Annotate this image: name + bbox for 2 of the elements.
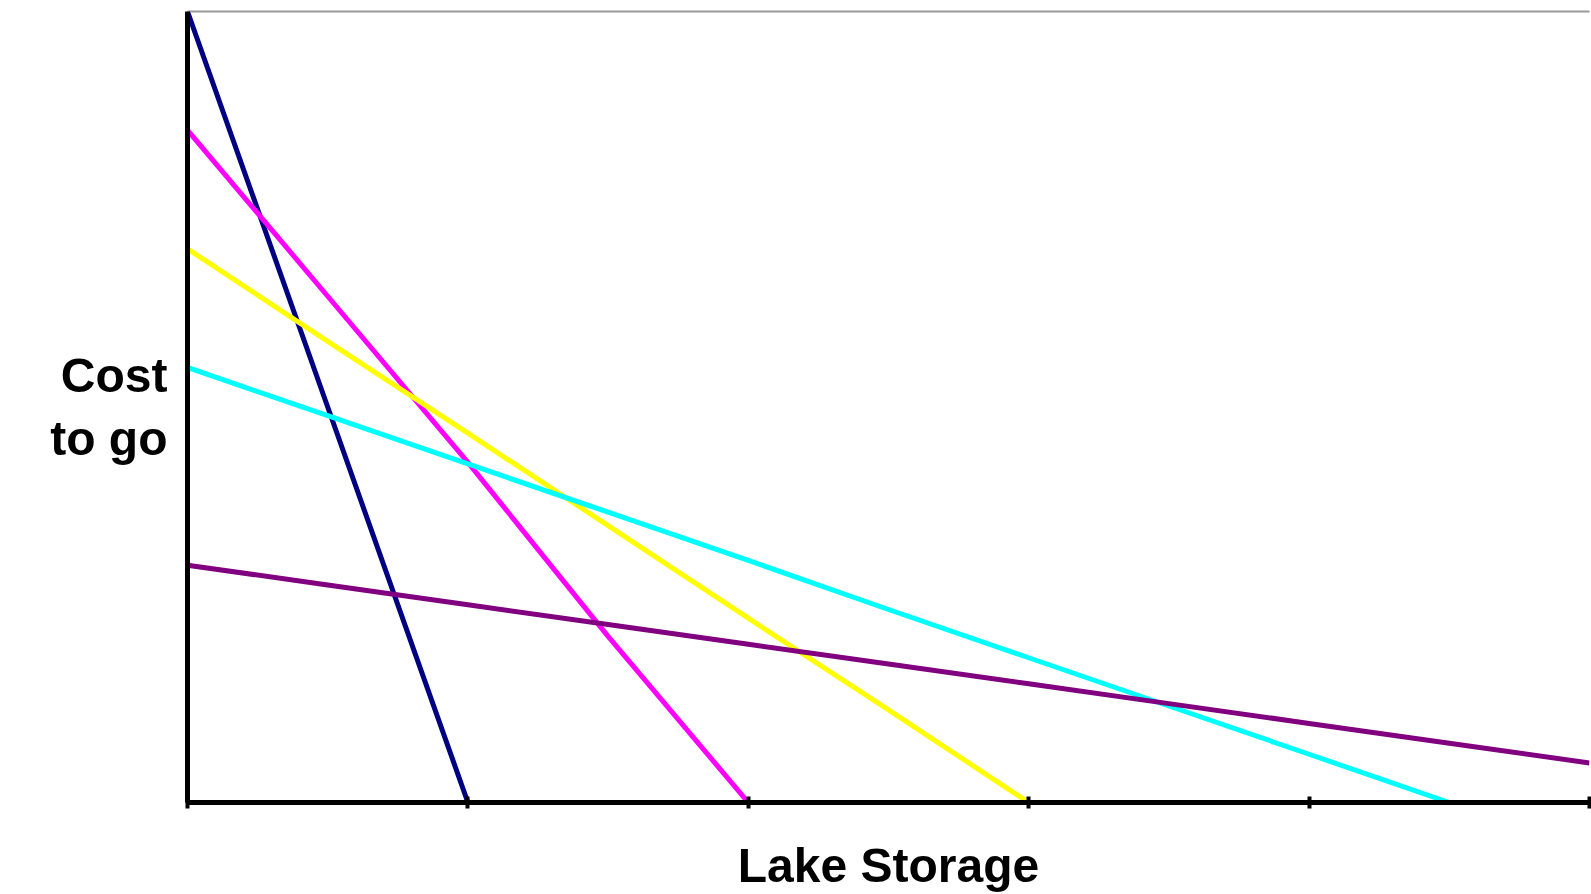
x-axis-title: Lake Storage bbox=[737, 838, 1040, 892]
y-axis-title: Cost to go bbox=[50, 348, 168, 466]
